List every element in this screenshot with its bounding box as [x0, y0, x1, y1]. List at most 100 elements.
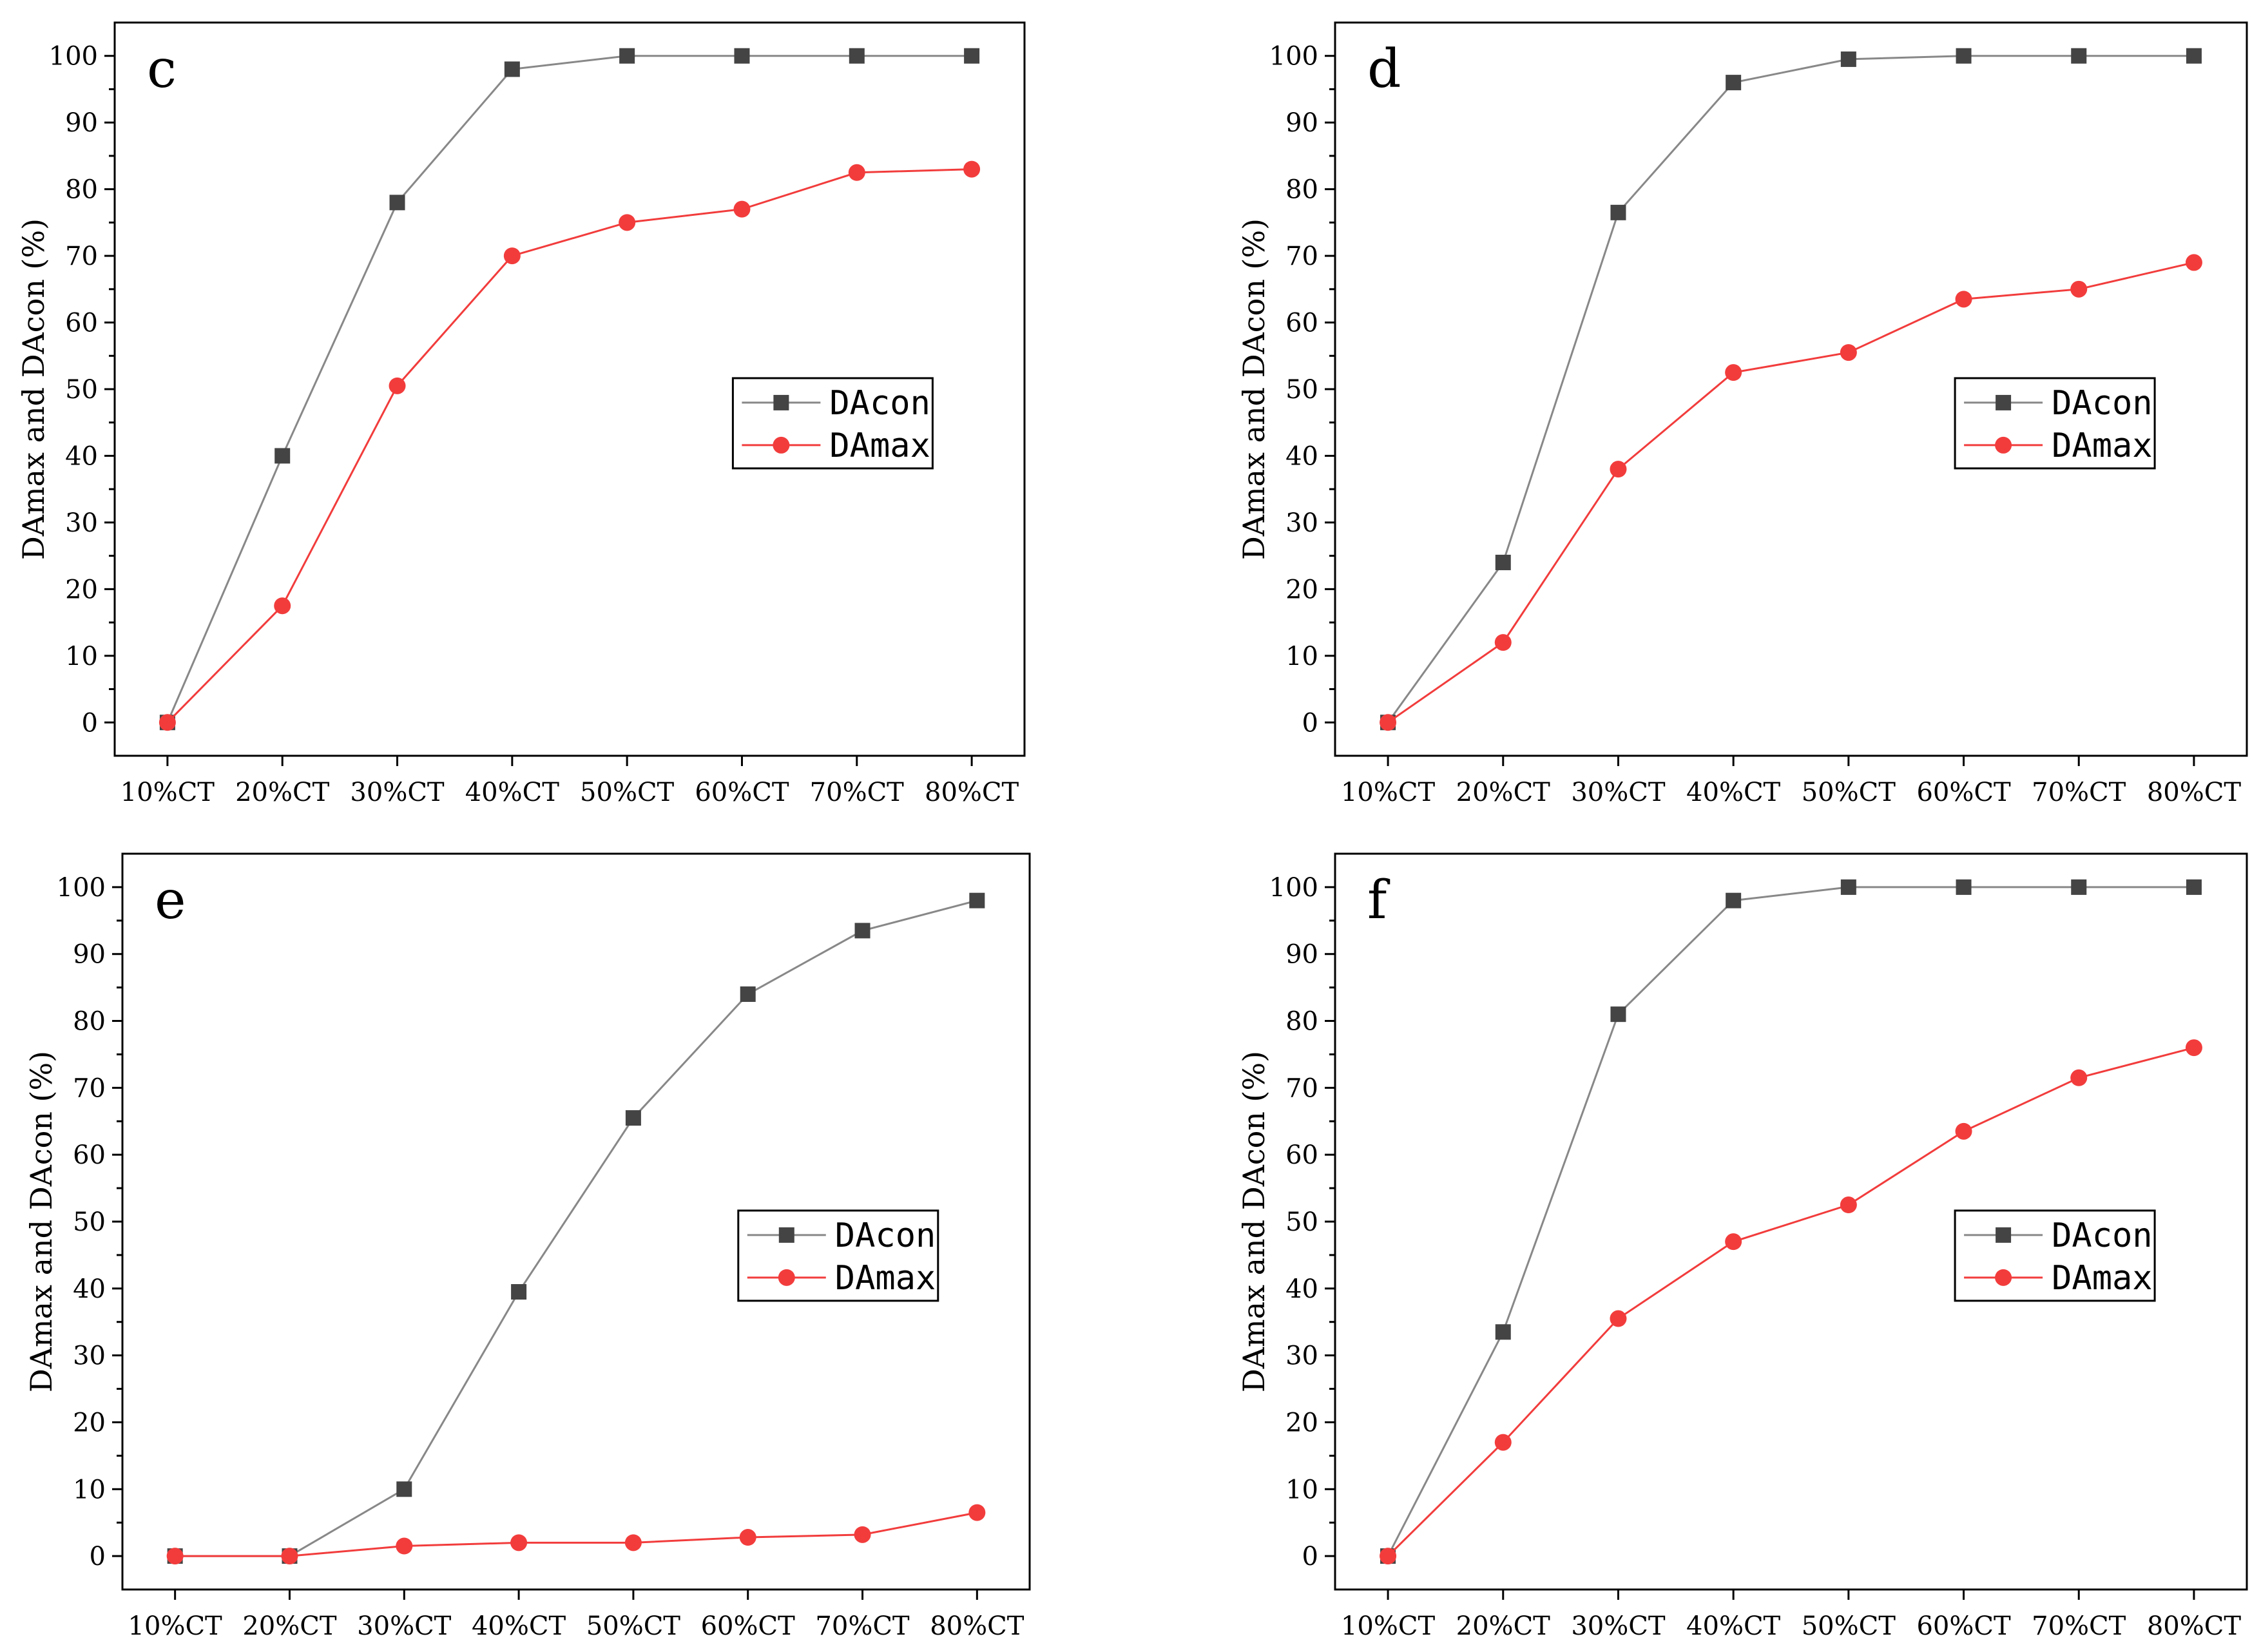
legend-label-dacon: DAcon	[829, 384, 930, 423]
x-tick-label: 80%CT	[2147, 1611, 2242, 1641]
legend-label-damax: DAmax	[2052, 427, 2153, 465]
point-damax	[2185, 254, 2202, 271]
point-damax	[389, 377, 406, 394]
point-damax	[503, 247, 521, 265]
point-damax	[1380, 714, 1397, 731]
point-damax	[1840, 1196, 1857, 1214]
series-line-damax	[1387, 1046, 2195, 1557]
y-tick-label: 80	[1285, 1007, 1318, 1037]
y-axis-title: DAmax and DAcon (%)	[24, 1051, 59, 1392]
y-tick-label: 0	[82, 708, 98, 738]
y-tick-label: 80	[65, 175, 98, 205]
y-tick-label: 10	[65, 642, 98, 671]
x-tick-label: 70%CT	[2032, 1611, 2126, 1641]
point-dacon	[1726, 892, 1742, 908]
x-tick-label: 80%CT	[2147, 778, 2242, 807]
point-damax	[274, 597, 291, 615]
y-tick-label: 90	[1285, 940, 1318, 970]
legend-label-damax: DAmax	[2052, 1259, 2153, 1298]
legend-label-dacon: DAcon	[2052, 1216, 2153, 1255]
point-dacon	[274, 448, 291, 464]
series-line-dacon	[1387, 886, 2194, 1557]
y-tick-label: 100	[1269, 42, 1318, 72]
point-dacon	[2071, 879, 2087, 895]
point-damax	[1955, 1122, 1972, 1140]
series-line-damax	[175, 1512, 977, 1557]
point-damax	[1840, 344, 1857, 361]
point-damax	[1725, 1233, 1742, 1251]
y-axis-title: DAmax and DAcon (%)	[1236, 1051, 1271, 1392]
y-tick-label: 20	[1285, 1408, 1318, 1437]
y-tick-label: 0	[90, 1542, 106, 1571]
x-tick-label: 30%CT	[1571, 778, 1666, 807]
x-tick-label: 60%CT	[1916, 1611, 2011, 1641]
point-dacon	[1956, 48, 1972, 64]
y-tick-label: 100	[49, 42, 98, 72]
x-tick-label: 50%CT	[1802, 778, 1896, 807]
point-dacon	[625, 1110, 641, 1126]
legend-marker-circle	[1995, 1269, 2012, 1286]
y-tick-label: 20	[65, 575, 98, 604]
legend-box	[1954, 1209, 2156, 1302]
x-tick-label: 30%CT	[357, 1611, 452, 1641]
point-damax	[510, 1534, 528, 1551]
point-dacon	[504, 61, 520, 77]
point-dacon	[389, 195, 405, 211]
point-damax	[968, 1504, 986, 1521]
y-tick-label: 30	[1285, 1341, 1318, 1371]
x-tick-label: 10%CT	[1341, 1611, 1436, 1641]
y-tick-label: 10	[1285, 642, 1318, 671]
y-tick-label: 30	[65, 508, 98, 538]
y-axis-title: DAmax and DAcon (%)	[1236, 218, 1271, 560]
point-dacon	[969, 892, 985, 908]
point-damax	[1610, 461, 1627, 478]
point-damax	[733, 200, 751, 218]
point-damax	[739, 1529, 756, 1546]
legend-label-damax: DAmax	[829, 427, 930, 465]
y-tick-label: 40	[73, 1274, 106, 1304]
x-tick-label: 50%CT	[580, 778, 675, 807]
y-tick-label: 10	[73, 1475, 106, 1504]
point-dacon	[854, 923, 871, 939]
x-tick-label: 50%CT	[1802, 1611, 1896, 1641]
legend-marker-square	[1996, 1227, 2012, 1243]
y-tick-label: 20	[1285, 575, 1318, 604]
point-damax	[2185, 1039, 2202, 1057]
point-damax	[159, 714, 176, 731]
series-line-dacon	[166, 55, 972, 723]
point-damax	[1610, 1310, 1627, 1327]
x-tick-label: 20%CT	[1456, 1611, 1551, 1641]
y-tick-label: 60	[65, 309, 98, 338]
point-damax	[166, 1548, 184, 1565]
point-damax	[854, 1526, 871, 1543]
y-tick-label: 60	[73, 1140, 106, 1170]
legend-box	[731, 377, 934, 470]
point-damax	[963, 160, 981, 178]
point-dacon	[1610, 1006, 1626, 1023]
point-damax	[624, 1534, 642, 1551]
y-tick-label: 50	[73, 1207, 106, 1237]
y-tick-label: 100	[1269, 873, 1318, 903]
x-tick-label: 60%CT	[695, 778, 789, 807]
legend-marker-square	[773, 394, 789, 410]
y-tick-label: 50	[65, 375, 98, 405]
panel-label: c	[147, 39, 177, 100]
series-line-damax	[166, 168, 972, 724]
x-tick-label: 10%CT	[128, 1611, 223, 1641]
y-tick-label: 30	[1285, 508, 1318, 538]
point-dacon	[511, 1284, 527, 1300]
y-tick-label: 90	[1285, 108, 1318, 138]
point-dacon	[964, 48, 980, 64]
legend-marker-square	[1996, 394, 2012, 410]
y-tick-label: 60	[1285, 1140, 1318, 1170]
legend-marker-circle	[778, 1269, 795, 1286]
x-tick-label: 10%CT	[120, 778, 215, 807]
legend-label-dacon: DAcon	[835, 1216, 936, 1255]
point-dacon	[619, 48, 635, 64]
panel-d: 0 10 20 30 40 50 60 70 80 90 100 10%CT 20%CT 30%CT 40%…	[1236, 21, 2248, 807]
point-damax	[2070, 1069, 2088, 1086]
point-dacon	[2071, 48, 2087, 64]
point-dacon	[1840, 51, 1856, 67]
point-dacon	[1840, 879, 1856, 895]
